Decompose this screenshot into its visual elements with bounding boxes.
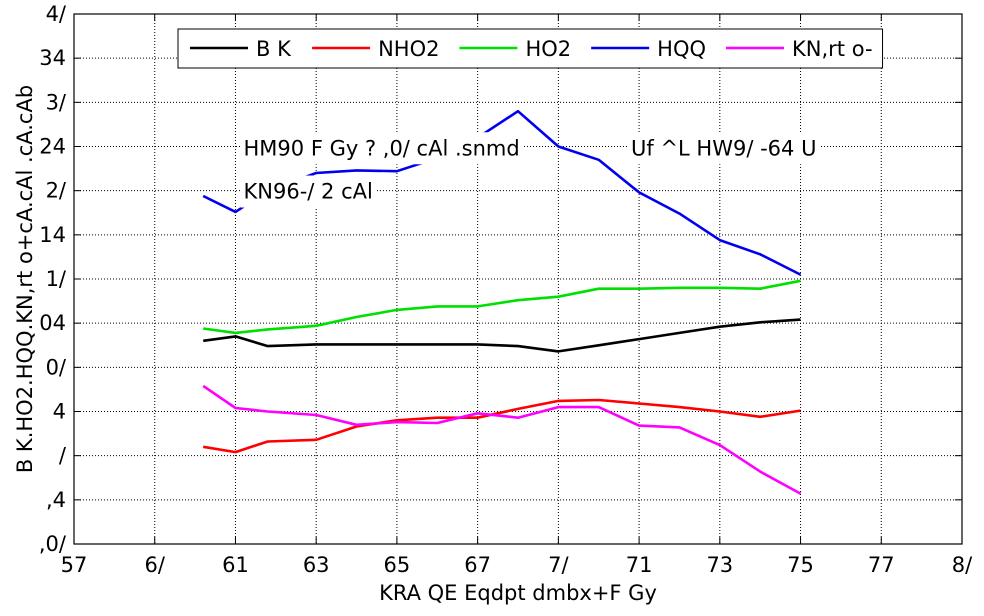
y-tick-label: 0/ [46,355,67,379]
y-tick-label: 04 [39,311,66,335]
annotation-text: HM90 F Gy ? ,0/ cAl .snmd [244,136,520,160]
x-tick-label: 57 [61,553,88,577]
series-line-2 [203,279,801,335]
y-tick-label: 4 [53,400,66,424]
legend-label-2: HO2 [525,37,571,61]
x-tick-label: 61 [222,553,249,577]
y-tick-label: 1/ [46,267,67,291]
x-tick-label: 6/ [145,553,166,577]
annotation-0: HM90 F Gy ? ,0/ cAl .snmd [240,132,523,165]
y-tick-label: 3/ [46,90,67,114]
annotation-background [628,132,820,165]
x-tick-label: 8/ [952,553,973,577]
legend-label-0: B K [256,37,292,61]
y-axis-label: B K.HO2.HQQ.KN,rt o+cA.cAl .cA.cAb [13,85,37,473]
legend-label-1: NHO2 [378,37,439,61]
y-tick-label: 2/ [46,179,67,203]
legend-label-4: KN,rt o- [792,37,873,61]
series-line-0 [203,318,801,353]
y-tick-label: / [59,444,67,468]
x-tick-label: 71 [626,553,653,577]
y-tick-label: ,0/ [39,532,67,556]
x-tick-label: 63 [303,553,330,577]
annotation-text: Uf ^L HW9/ -64 U [631,136,816,160]
y-tick-label: 4/ [46,2,67,26]
annotation-2: Uf ^L HW9/ -64 U [628,132,820,165]
legend-label-3: HQQ [657,37,706,61]
annotation-background [240,132,523,165]
series-line-4 [202,384,802,495]
x-tick-label: 65 [384,553,411,577]
x-tick-label: 77 [868,553,895,577]
x-tick-label: 75 [787,553,814,577]
y-tick-label: 24 [39,135,66,159]
x-tick-label: 7/ [548,553,569,577]
x-axis-label: KRA QE Eqdpt dmbx+F Gy [379,581,657,605]
series-line-1 [202,398,801,454]
y-tick-label: 34 [39,46,66,70]
legend: B K NHO2 HO2 HQQ KN,rt o- [177,28,884,69]
annotations: HM90 F Gy ? ,0/ cAl .snmd KN96-/ 2 cAl Uf … [240,132,820,208]
x-tick-label: 67 [464,553,491,577]
y-tick-label: 14 [39,223,66,247]
y-tick-label: ,4 [46,488,66,512]
annotation-background [240,175,376,208]
annotation-text: KN96-/ 2 cAl [244,180,373,204]
x-tick-label: 73 [706,553,733,577]
annotation-1: KN96-/ 2 cAl [240,175,376,208]
axis-ticks: 57 6/61 63 65 67 7/71 73 75 77 8/ ,0/ ,4 / 4 0/04 1/14 2… [39,2,973,577]
